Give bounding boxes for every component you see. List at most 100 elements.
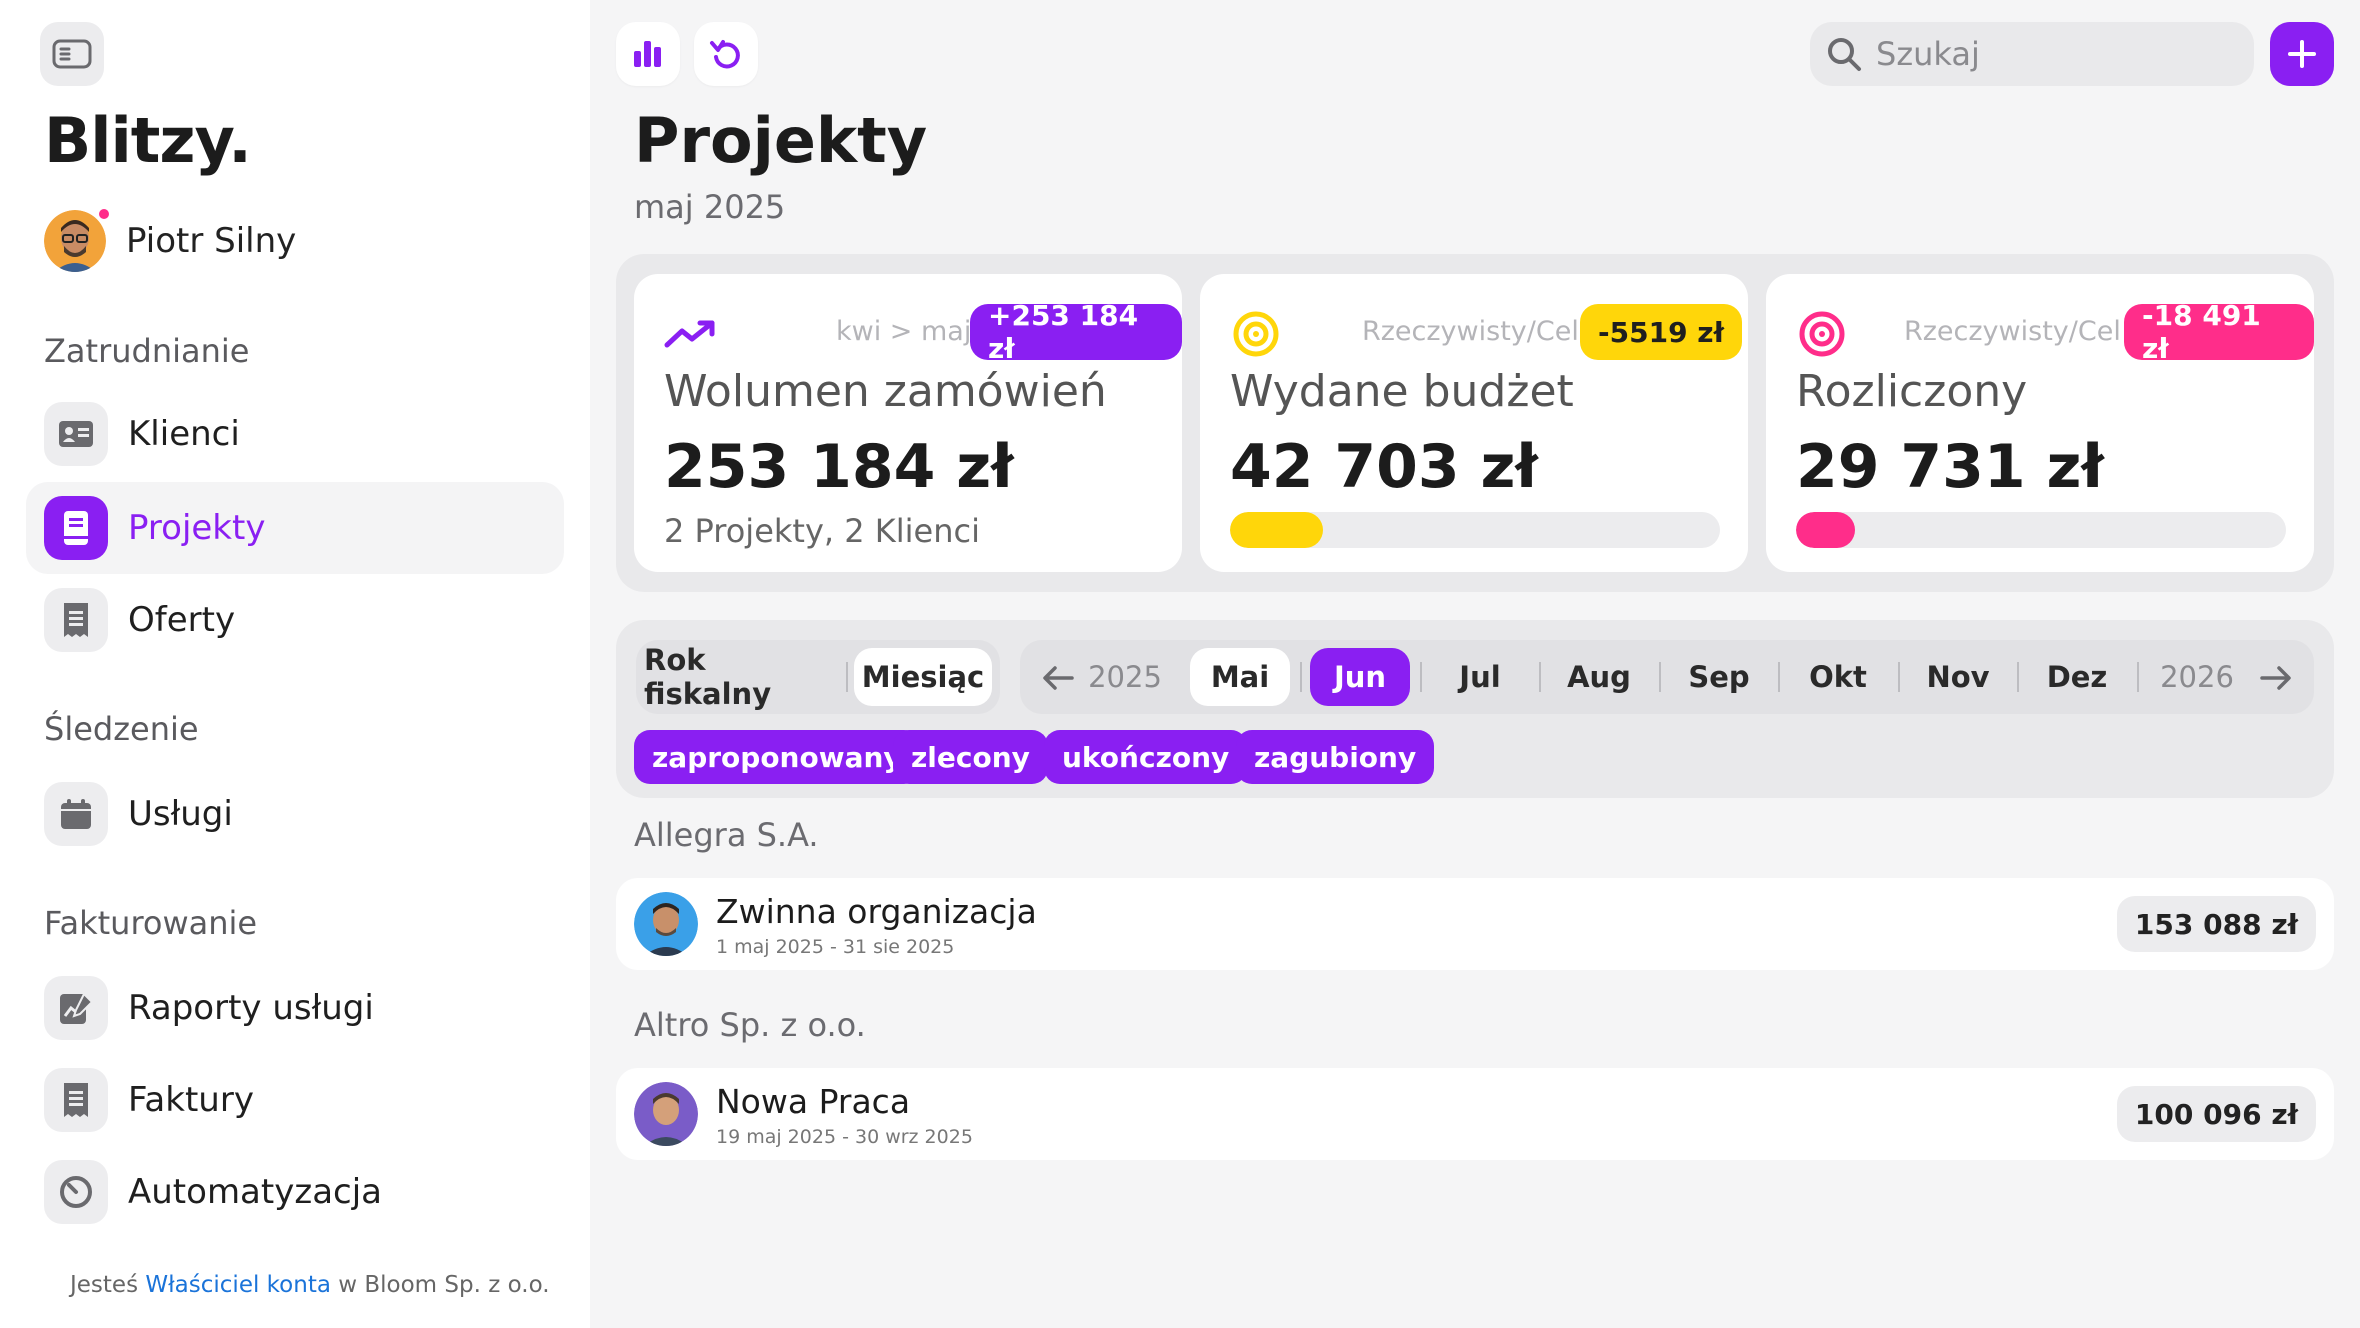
next-year-button[interactable] [2256,658,2296,698]
stat-card-settled[interactable]: Rzeczywisty/Cel -18 491 zł Rozliczony 29… [1766,274,2314,572]
bar-chart-icon [634,41,661,67]
search-bar[interactable] [1810,22,2254,86]
sidebar-item-klienci[interactable]: Klienci [26,388,564,480]
sidebar-item-oferty[interactable]: Oferty [26,574,564,666]
stat-value: 42 703 zł [1230,432,1538,502]
user-profile[interactable]: Piotr Silny [44,206,296,272]
search-icon [1828,38,1861,71]
month-aug[interactable]: Aug [1567,660,1631,694]
month-selector: 2025 Mai Jun Jul Aug Sep Okt Nov Dez 202… [1020,640,2314,714]
account-note: Jesteś Właściciel konta w Bloom Sp. z o.… [70,1272,550,1298]
project-amount: 100 096 zł [2116,1086,2316,1142]
next-year-label[interactable]: 2026 [2160,660,2234,694]
month-jul[interactable]: Jul [1459,660,1501,694]
arrow-left-icon [1043,666,1074,690]
invoice-icon [44,1068,108,1132]
period-mode-month[interactable]: Miesiąc [854,648,992,706]
stat-meta: Rzeczywisty/Cel [1362,316,1579,347]
stat-meta: kwi > maj [836,316,972,347]
sidebar-item-automatyzacja[interactable]: Automatyzacja [26,1146,564,1238]
month-mai[interactable]: Mai [1190,648,1290,706]
calendar-icon [44,782,108,846]
filter-panel: Rok fiskalny Miesiąc 2025 Mai Jun Jul Au… [616,620,2334,798]
project-row[interactable]: Nowa Praca 19 maj 2025 - 30 wrz 2025 100… [616,1068,2334,1160]
stat-value: 29 731 zł [1796,432,2104,502]
receipt-icon [44,588,108,652]
page-title: Projekty [634,104,928,177]
stat-meta: Rzeczywisty/Cel [1904,316,2121,347]
page-subtitle: maj 2025 [634,188,786,226]
undo-button[interactable] [694,22,758,86]
sidebar-toggle-button[interactable] [40,22,104,86]
sidebar-item-label: Klienci [128,414,240,454]
prev-year-button[interactable] [1038,658,1078,698]
contact-card-icon [44,402,108,466]
avatar [634,892,698,956]
divider [1300,662,1302,692]
sidebar-item-raporty-uslugi[interactable]: Raporty usługi [26,962,564,1054]
project-amount: 153 088 zł [2116,896,2316,952]
status-chip-zaproponowany[interactable]: zaproponowany [634,730,920,784]
divider [1659,662,1661,692]
divider [2137,662,2139,692]
month-sep[interactable]: Sep [1688,660,1750,694]
sidebar-item-label: Raporty usługi [128,988,374,1028]
month-jun[interactable]: Jun [1310,648,1410,706]
status-chip-ukonczony[interactable]: ukończony [1044,730,1248,784]
avatar [634,1082,698,1146]
sidebar-item-label: Oferty [128,600,236,640]
stats-panel: kwi > maj +253 184 zł Wolumen zamówień 2… [616,254,2334,592]
sidebar-item-label: Usługi [128,794,233,834]
month-dez[interactable]: Dez [2046,660,2108,694]
target-icon [1796,308,1848,360]
status-chip-zagubiony[interactable]: zagubiony [1236,730,1435,784]
project-row[interactable]: Zwinna organizacja 1 maj 2025 - 31 sie 2… [616,878,2334,970]
add-button[interactable] [2270,22,2334,86]
notification-dot [96,206,112,222]
plus-icon [2288,40,2316,68]
settled-progress-bar [1796,512,2286,548]
target-icon [1230,308,1282,360]
arrow-right-icon [2260,666,2291,690]
month-okt[interactable]: Okt [1809,660,1867,694]
month-nov[interactable]: Nov [1926,660,1990,694]
progress-fill [1230,512,1324,548]
brand-logo[interactable]: Blitzy. [44,104,252,177]
search-input[interactable] [1876,35,2236,73]
prev-year-label[interactable]: 2025 [1088,660,1162,694]
stat-badge: -5519 zł [1580,304,1742,360]
status-chip-zlecony[interactable]: zlecony [893,730,1048,784]
budget-progress-bar [1230,512,1720,548]
divider [1778,662,1780,692]
period-mode-switch: Rok fiskalny Miesiąc [636,640,1000,714]
stat-title: Rozliczony [1796,366,2028,417]
sidebar-item-projekty[interactable]: Projekty [26,482,564,574]
divider [2017,662,2019,692]
sidebar: Blitzy. Piotr Silny Zatrudnianie Klienci [0,0,590,1328]
divider [1898,662,1900,692]
sidebar-item-faktury[interactable]: Faktury [26,1054,564,1146]
notebook-icon [44,496,108,560]
divider [1539,662,1541,692]
stat-title: Wolumen zamówień [664,366,1107,417]
account-note-suffix: w Bloom Sp. z o.o. [330,1272,550,1298]
avatar [44,206,112,272]
stat-badge: +253 184 zł [970,299,1182,365]
section-label-fakturowanie: Fakturowanie [44,904,258,942]
stat-card-spent-budget[interactable]: Rzeczywisty/Cel -5519 zł Wydane budżet 4… [1200,274,1748,572]
divider [1420,662,1422,692]
stats-view-button[interactable] [616,22,680,86]
period-mode-fiscal-year[interactable]: Rok fiskalny [644,643,772,711]
progress-fill [1796,512,1855,548]
stat-card-order-volume[interactable]: kwi > maj +253 184 zł Wolumen zamówień 2… [634,274,1182,572]
project-dates: 1 maj 2025 - 31 sie 2025 [716,936,955,958]
project-title: Nowa Praca [716,1082,911,1121]
project-dates: 19 maj 2025 - 30 wrz 2025 [716,1126,973,1148]
sidebar-item-uslugi[interactable]: Usługi [26,768,564,860]
sidebar-item-label: Automatyzacja [128,1172,383,1212]
stat-value: 253 184 zł [664,432,1014,502]
section-label-sledzenie: Śledzenie [44,710,199,748]
sidebar-item-label: Projekty [128,508,266,548]
sidebar-toggle-icon [52,39,92,69]
account-role-link[interactable]: Właściciel konta [145,1272,331,1298]
